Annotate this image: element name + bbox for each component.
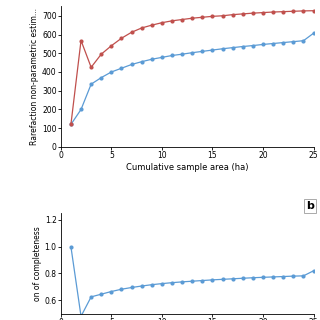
Y-axis label: on of completeness: on of completeness (33, 226, 42, 301)
Y-axis label: Rarefaction non-parametric estim...: Rarefaction non-parametric estim... (30, 8, 39, 145)
X-axis label: Cumulative sample area (ha): Cumulative sample area (ha) (126, 163, 248, 172)
Text: b: b (306, 201, 314, 211)
